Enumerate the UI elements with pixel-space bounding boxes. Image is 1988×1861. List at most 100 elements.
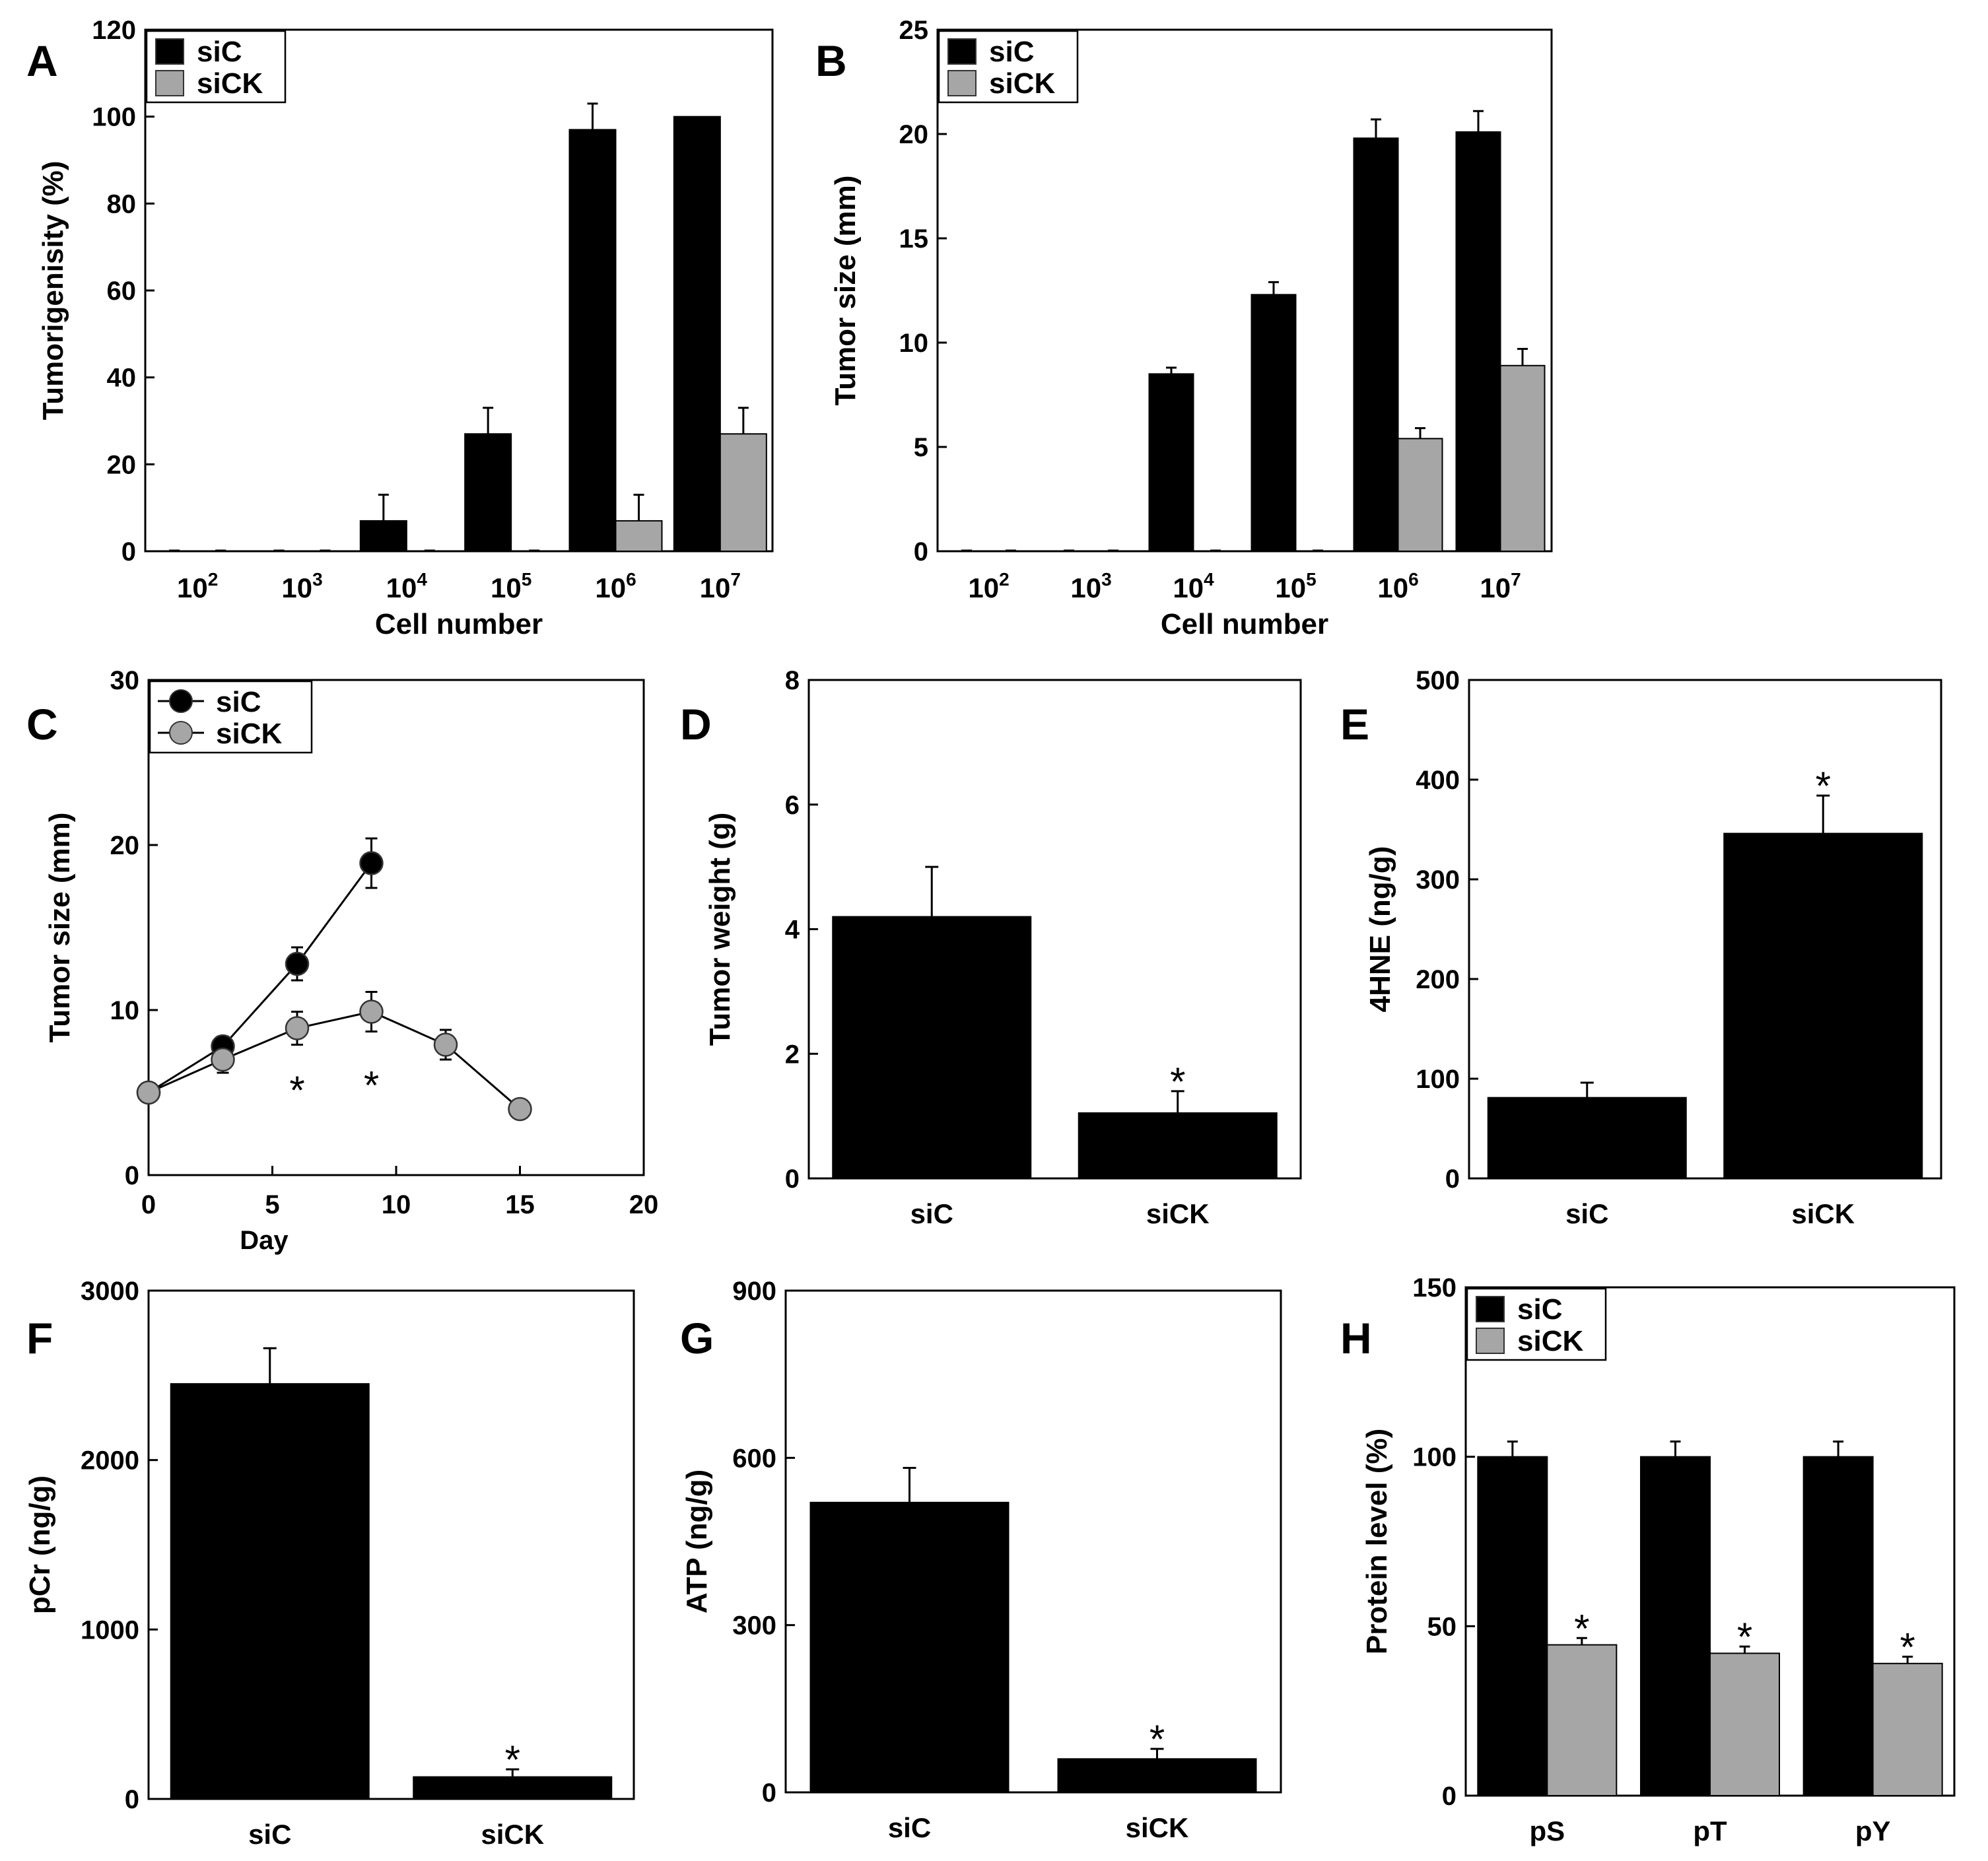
y-tick-label: 40 — [107, 364, 137, 393]
data-point-siCK — [136, 1080, 161, 1105]
x-tick-label: 5 — [265, 1190, 279, 1219]
bar-value-1 — [1078, 1112, 1278, 1179]
y-tick-label: 8 — [785, 666, 800, 695]
x-tick-label: 106 — [1377, 569, 1418, 603]
legend-marker-siC — [169, 689, 193, 713]
y-tick-label: 300 — [732, 1611, 776, 1641]
panel-letter: A — [26, 36, 58, 85]
y-tick-label: 150 — [1412, 1273, 1457, 1303]
data-point-siCK — [433, 1032, 458, 1057]
bar-siCK-0 — [1546, 1644, 1618, 1796]
bar-value-0 — [809, 1501, 1010, 1794]
bar-siC-3 — [1251, 294, 1297, 552]
legend-swatch-siCK — [155, 70, 184, 96]
plot-frame — [1468, 679, 1942, 1180]
y-tick-label: 0 — [914, 537, 928, 566]
panel-d: D 0 2 4 6 8 Tumor weight (g) siC siCK * — [680, 666, 1302, 1229]
y-tick-label: 50 — [1427, 1612, 1457, 1641]
legend-label: siC — [989, 36, 1034, 68]
y-axis-title: Tumor weight (g) — [704, 813, 736, 1046]
y-tick-label: 15 — [899, 224, 929, 254]
x-tick-label: siCK — [1146, 1198, 1210, 1229]
y-axis-title: Tumor size (mm) — [829, 176, 862, 406]
y-tick-label: 0 — [1442, 1782, 1457, 1811]
x-axis-title: Cell number — [375, 608, 543, 640]
significance-asterisk: * — [1574, 1606, 1589, 1650]
x-tick-label: 105 — [1275, 569, 1316, 603]
plot-frame — [147, 679, 645, 1176]
y-axis-title: pCr (ng/g) — [24, 1475, 56, 1614]
y-tick-label: 1000 — [81, 1615, 139, 1644]
y-tick-label: 100 — [1412, 1443, 1457, 1472]
y-axis-title: ATP (ng/g) — [681, 1470, 713, 1613]
x-tick-label: siC — [248, 1819, 291, 1850]
x-tick-label: siCK — [1126, 1812, 1189, 1843]
significance-asterisk: * — [1149, 1717, 1165, 1761]
bar-siCK-5 — [1499, 364, 1546, 552]
x-tick-label: pY — [1855, 1815, 1891, 1846]
y-tick-label: 3000 — [81, 1277, 139, 1306]
y-tick-label: 100 — [92, 103, 136, 132]
bar-value-0 — [170, 1383, 370, 1800]
y-axis-title: Tumorigenisity (%) — [37, 161, 69, 421]
x-tick-label: pS — [1529, 1815, 1565, 1846]
legend-swatch-siC — [947, 38, 977, 65]
plot-frame — [936, 28, 1553, 553]
y-tick-label: 300 — [1416, 865, 1460, 895]
plot-frame — [147, 1289, 635, 1800]
y-axis-title: Tumor size (mm) — [44, 813, 76, 1043]
x-tick-label: 107 — [1480, 569, 1521, 603]
x-tick-label: 10 — [382, 1190, 411, 1219]
x-tick-label: 103 — [281, 569, 322, 603]
legend-label: siC — [1517, 1293, 1562, 1326]
bar-siC-5 — [673, 116, 721, 552]
panel-g: G 0 300 600 900 ATP (ng/g) siC siCK * — [680, 1277, 1282, 1843]
bar-siC-4 — [568, 129, 617, 552]
data-point-siCK — [508, 1097, 532, 1122]
y-tick-label: 900 — [732, 1277, 776, 1306]
y-tick-label: 20 — [899, 120, 929, 149]
y-axis-title: 4HNE (ng/g) — [1364, 846, 1396, 1013]
legend-label: siCK — [197, 67, 263, 100]
y-tick-label: 2000 — [81, 1446, 139, 1475]
y-tick-label: 400 — [1416, 766, 1460, 795]
y-tick-label: 10 — [899, 329, 929, 358]
panel-f: F 0 1000 2000 3000 pCr (ng/g) siC siCK * — [24, 1277, 635, 1850]
bar-siCK-1 — [1709, 1652, 1780, 1796]
x-tick-label: 102 — [968, 569, 1009, 603]
panel-letter: E — [1340, 700, 1369, 749]
significance-asterisk: * — [1816, 764, 1831, 808]
y-axis-title: Protein level (%) — [1361, 1429, 1393, 1654]
x-tick-label: 0 — [141, 1190, 156, 1219]
plot-frame — [784, 1289, 1282, 1794]
bar-siC-2 — [1802, 1456, 1874, 1797]
x-tick-label: 103 — [1070, 569, 1111, 603]
y-tick-label: 0 — [125, 1785, 139, 1814]
data-point-siC — [359, 851, 384, 875]
significance-asterisk: * — [289, 1068, 304, 1112]
y-tick-label: 0 — [125, 1161, 139, 1190]
panel-e: E 0 100 200 300 400 500 4HNE (ng/g) siC siCK * — [1340, 666, 1942, 1229]
y-tick-label: 600 — [732, 1444, 776, 1473]
panel-letter: D — [680, 700, 712, 749]
x-tick-label: 104 — [1173, 569, 1214, 603]
x-tick-label: 105 — [491, 569, 531, 603]
panel-h: H 0 50 100 150 Protein level (%) pS pT pY * * * siCs… — [1340, 1273, 1956, 1846]
bar-siC-5 — [1455, 131, 1501, 552]
y-tick-label: 20 — [110, 831, 140, 860]
bar-value-0 — [832, 916, 1032, 1179]
bar-value-1 — [413, 1776, 613, 1800]
series-line-siCK — [148, 1010, 521, 1110]
panel-letter: B — [815, 36, 847, 85]
y-tick-label: 0 — [762, 1778, 776, 1808]
bar-siC-1 — [1640, 1456, 1711, 1797]
bar-siC-2 — [359, 520, 407, 553]
y-tick-label: 25 — [899, 16, 929, 45]
y-tick-label: 60 — [107, 277, 137, 306]
data-point-siCK — [359, 999, 384, 1024]
significance-asterisk: * — [1737, 1615, 1752, 1659]
panel-letter: F — [26, 1314, 53, 1363]
x-tick-label: 106 — [595, 569, 636, 603]
significance-asterisk: * — [1170, 1060, 1185, 1104]
panel-letter: H — [1340, 1314, 1372, 1363]
